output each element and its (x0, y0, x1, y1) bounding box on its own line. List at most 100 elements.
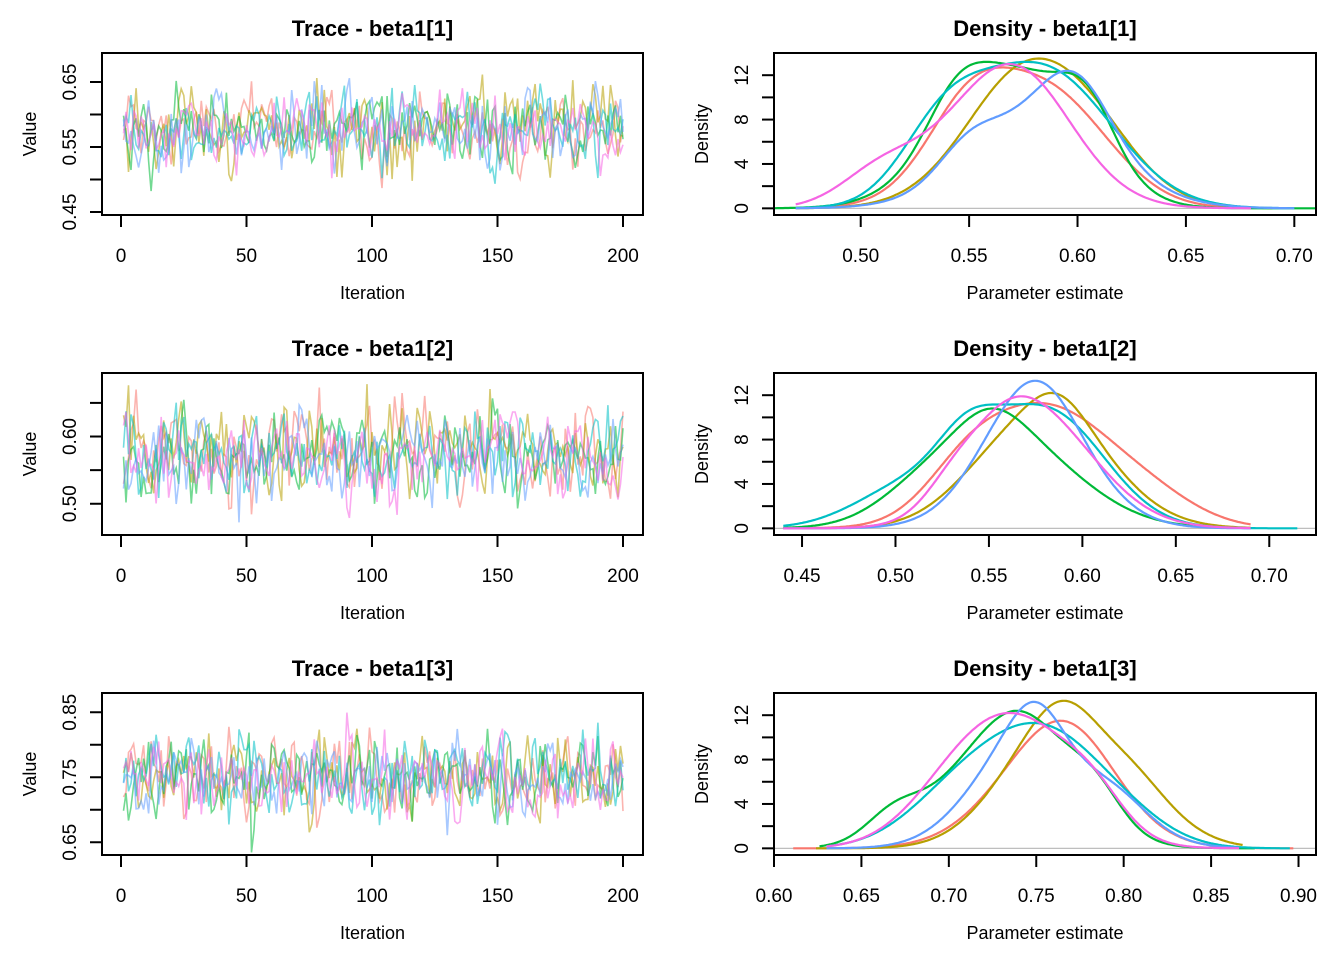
y-tick-label: 0 (732, 843, 753, 854)
trace-line-chain-4 (122, 402, 624, 500)
chart-title: Trace - beta1[1] (292, 16, 453, 41)
x-tick-label: 150 (482, 566, 514, 587)
y-tick-label: 8 (732, 114, 753, 125)
x-tick-label: 0.65 (1157, 566, 1194, 587)
x-tick-label: 0.50 (877, 566, 914, 587)
chart-title: Density - beta1[3] (953, 656, 1136, 681)
trace-line-chain-5 (122, 78, 624, 174)
trace-line-chain-4 (122, 722, 624, 826)
x-tick-label: 0.45 (784, 566, 821, 587)
plot-area (122, 384, 624, 523)
plot-frame (773, 52, 1317, 216)
trace-plot-2: Trace - beta1[2] 0 50 100 150 200 0.50 0.60 Iter… (20, 336, 644, 623)
density-line-chain-5 (783, 379, 1251, 530)
density-line-chain-4 (795, 60, 1295, 210)
density-line-chain-5 (795, 69, 1295, 210)
density-line-chain-1 (793, 719, 1294, 850)
x-axis-label: Parameter estimate (966, 923, 1123, 943)
x-tick-label: 150 (482, 886, 514, 907)
x-tick-label: 0.55 (970, 566, 1007, 587)
y-tick-label: 0 (732, 203, 753, 214)
x-tick-label: 0.85 (1193, 886, 1230, 907)
trace-line-chain-5 (122, 402, 624, 523)
y-axis-label: Value (20, 112, 40, 157)
x-tick-label: 0.80 (1105, 886, 1142, 907)
density-line-chain-6 (783, 395, 1251, 530)
y-axis-label: Density (692, 424, 712, 484)
y-tick-label: 0 (732, 523, 753, 534)
x-tick-label: 0.75 (1018, 886, 1055, 907)
y-tick-label: 0.85 (60, 694, 81, 731)
x-tick-label: 0 (116, 566, 127, 587)
x-tick-label: 0 (116, 886, 127, 907)
chart-title: Density - beta1[2] (953, 336, 1136, 361)
x-tick-label: 200 (607, 886, 639, 907)
chart-title: Trace - beta1[3] (292, 656, 453, 681)
density-plot-1: Density - beta1[1] 0.50 0.55 0.60 0.65 0.70 0 4… (692, 16, 1317, 303)
plot-area (774, 57, 1316, 210)
density-line-chain-5 (826, 700, 1240, 850)
x-tick-label: 0.50 (842, 246, 879, 267)
y-axis-label: Density (692, 104, 712, 164)
x-tick-label: 50 (236, 886, 257, 907)
y-tick-label: 12 (732, 65, 753, 86)
x-tick-label: 0 (116, 246, 127, 267)
y-tick-label: 4 (732, 158, 753, 169)
y-tick-label: 0.65 (60, 824, 81, 861)
y-tick-label: 8 (732, 434, 753, 445)
x-tick-label: 100 (356, 886, 388, 907)
y-tick-label: 8 (732, 754, 753, 765)
density-line-chain-6 (826, 711, 1240, 850)
x-tick-label: 0.55 (951, 246, 988, 267)
density-line-chain-2 (802, 391, 1251, 530)
x-tick-label: 50 (236, 246, 257, 267)
x-tick-label: 0.60 (756, 886, 793, 907)
x-tick-label: 200 (607, 246, 639, 267)
y-axis-label: Value (20, 432, 40, 477)
plot-area (774, 379, 1316, 530)
x-axis-label: Parameter estimate (966, 603, 1123, 623)
density-line-chain-2 (816, 699, 1243, 850)
x-tick-label: 0.70 (930, 886, 967, 907)
x-tick-label: 0.90 (1280, 886, 1317, 907)
x-tick-label: 100 (356, 246, 388, 267)
x-tick-label: 50 (236, 566, 257, 587)
y-tick-label: 0.60 (60, 418, 81, 455)
y-tick-label: 0.45 (60, 194, 81, 231)
density-line-chain-3 (783, 407, 1214, 529)
x-axis-label: Iteration (340, 283, 405, 303)
x-tick-label: 100 (356, 566, 388, 587)
trace-plot-1: Trace - beta1[1] 0 50 100 150 200 0.45 0.55 0.65… (20, 16, 644, 303)
x-tick-label: 150 (482, 246, 514, 267)
density-line-chain-2 (795, 57, 1273, 210)
trace-line-chain-6 (122, 88, 624, 179)
chart-title: Density - beta1[1] (953, 16, 1136, 41)
trace-line-chain-6 (122, 411, 624, 519)
y-tick-label: 0.50 (60, 485, 81, 522)
plot-frame (773, 372, 1317, 536)
y-axis-label: Value (20, 752, 40, 797)
trace-line-chain-2 (123, 74, 624, 182)
density-line-chain-4 (826, 721, 1290, 850)
x-tick-label: 0.70 (1251, 566, 1288, 587)
trace-line-chain-6 (122, 712, 624, 825)
y-tick-label: 12 (732, 705, 753, 726)
x-tick-label: 200 (607, 566, 639, 587)
plot-frame (773, 692, 1317, 856)
density-line-chain-4 (783, 403, 1298, 530)
x-tick-label: 0.70 (1276, 246, 1313, 267)
y-tick-label: 4 (732, 478, 753, 489)
x-tick-label: 0.65 (843, 886, 880, 907)
density-line-chain-1 (783, 401, 1251, 530)
density-plot-3: Density - beta1[3] 0.60 0.65 0.70 0.75 0.80 0.… (692, 656, 1317, 943)
y-axis-label: Density (692, 744, 712, 804)
density-line-chain-1 (795, 66, 1251, 210)
y-tick-label: 0.75 (60, 759, 81, 796)
plot-area (122, 712, 624, 853)
x-axis-label: Iteration (340, 923, 405, 943)
density-line-chain-6 (795, 62, 1251, 210)
trace-plot-3: Trace - beta1[3] 0 50 100 150 200 0.65 0.75 0.85… (20, 656, 644, 943)
x-tick-label: 0.65 (1167, 246, 1204, 267)
y-tick-label: 0.65 (60, 64, 81, 101)
density-plot-2: Density - beta1[2] 0.45 0.50 0.55 0.60 0.65 0.… (692, 336, 1317, 623)
